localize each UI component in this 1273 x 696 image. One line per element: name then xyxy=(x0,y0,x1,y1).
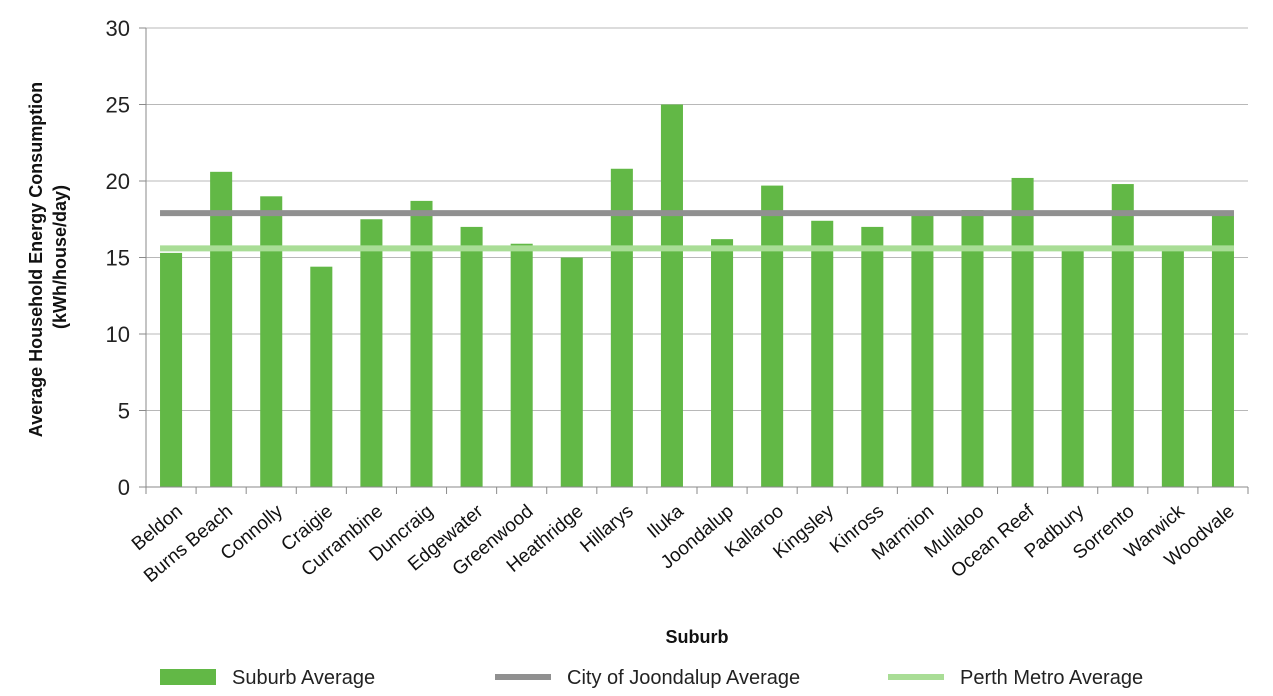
bar xyxy=(260,196,283,488)
y-tick-label: 10 xyxy=(106,322,130,347)
legend-label: City of Joondalup Average xyxy=(567,667,800,689)
bar xyxy=(1011,177,1034,487)
bar xyxy=(460,226,483,487)
bar xyxy=(560,257,583,487)
y-tick-label: 15 xyxy=(106,246,130,271)
bar xyxy=(961,210,984,487)
bar xyxy=(1061,249,1084,487)
bar xyxy=(711,239,734,487)
bar xyxy=(1161,249,1184,487)
bars xyxy=(160,104,1234,488)
y-tick-label: 25 xyxy=(106,93,130,118)
bar xyxy=(660,104,683,487)
legend-label: Suburb Average xyxy=(232,667,375,689)
bar xyxy=(911,214,934,487)
bar xyxy=(410,200,433,487)
bar xyxy=(1211,211,1234,487)
y-tick-label: 20 xyxy=(106,169,130,194)
bar xyxy=(610,168,633,487)
y-tick-label: 30 xyxy=(106,16,130,41)
reference-lines xyxy=(160,210,1234,252)
bar xyxy=(510,243,533,487)
bar xyxy=(861,226,884,487)
legend: Suburb Average City of Joondalup Average P… xyxy=(160,667,1143,689)
bar xyxy=(761,185,784,487)
y-axis-title: Average Household Energy Consumption (kW… xyxy=(26,77,70,437)
y-tick-labels: 0 5 10 15 20 25 30 xyxy=(106,16,130,500)
bar xyxy=(160,252,183,487)
legend-label: Perth Metro Average xyxy=(960,667,1143,689)
y-axis-title-line1: Average Household Energy Consumption xyxy=(26,82,46,437)
y-tick-label: 5 xyxy=(118,399,130,424)
bar xyxy=(310,266,333,487)
y-tick-label: 0 xyxy=(118,475,130,500)
axes xyxy=(139,27,1249,494)
x-axis-title: Suburb xyxy=(666,627,729,647)
bar xyxy=(811,220,834,487)
bar xyxy=(1111,184,1134,487)
y-axis-title-line2: (kWh/house/day) xyxy=(50,185,70,329)
legend-swatch xyxy=(160,669,216,685)
bar xyxy=(210,171,233,487)
x-category-label: Hillarys xyxy=(576,501,637,557)
bar xyxy=(360,219,383,487)
